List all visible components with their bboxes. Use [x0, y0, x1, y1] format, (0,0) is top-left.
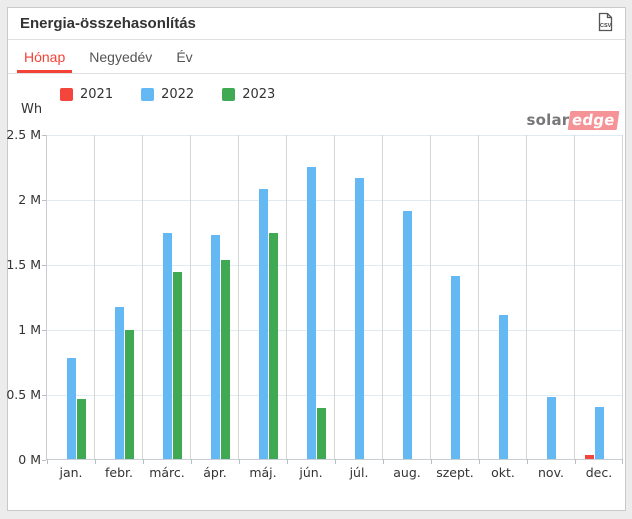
bar-2023-máj[interactable] — [268, 232, 278, 459]
column-grid-line — [286, 135, 287, 459]
tab-ev[interactable]: Év — [169, 40, 199, 73]
x-axis-tick — [95, 459, 96, 464]
bar-2022-jan[interactable] — [66, 357, 76, 459]
energy-comparison-card: Energia-összehasonlítás CSV Hónap Negyed… — [6, 7, 626, 511]
legend-item-2022[interactable]: 2022 — [141, 87, 194, 102]
y-axis-tick — [42, 135, 46, 136]
x-axis-label: aug. — [393, 465, 421, 480]
page-title: Energia-összehasonlítás — [20, 15, 196, 32]
x-axis-tick — [479, 459, 480, 464]
column-grid-line — [238, 135, 239, 459]
chart-region: 2021 2022 2023 Wh solar edge 0 M 0.5 M 1 M 1.5… — [6, 74, 625, 509]
column-grid-line — [430, 135, 431, 459]
column-grid-line — [622, 135, 623, 459]
x-axis-tick — [383, 459, 384, 464]
x-axis-tick — [47, 459, 48, 464]
y-axis-tick — [42, 200, 46, 201]
column-grid-line — [574, 135, 575, 459]
legend-swatch-2022 — [141, 88, 155, 101]
bar-2022-aug[interactable] — [402, 210, 412, 459]
chart-legend: 2021 2022 2023 — [60, 87, 303, 102]
x-axis-label: márc. — [149, 465, 185, 480]
bar-2022-márc[interactable] — [162, 232, 172, 459]
x-axis-label: jún. — [299, 465, 323, 480]
tab-negyedev-label: Negyedév — [89, 48, 153, 65]
y-axis-label: 0 M — [18, 452, 41, 467]
legend-item-2021[interactable]: 2021 — [60, 87, 113, 102]
x-axis-tick — [335, 459, 336, 464]
bar-2022-szept[interactable] — [450, 275, 460, 459]
x-axis-label: júl. — [349, 465, 369, 480]
csv-export-button[interactable]: CSV — [594, 12, 616, 35]
bar-2023-febr[interactable] — [124, 330, 134, 459]
solaredge-logo-solar: solar — [526, 111, 570, 129]
bar-2023-jan[interactable] — [76, 399, 86, 459]
x-axis-label: ápr. — [203, 465, 227, 480]
bar-2022-febr[interactable] — [114, 306, 124, 459]
legend-label-2022: 2022 — [161, 87, 195, 102]
x-axis-tick — [622, 459, 623, 464]
svg-text:CSV: CSV — [600, 23, 612, 29]
column-grid-line — [190, 135, 191, 459]
x-axis-label: dec. — [585, 465, 613, 480]
bar-2023-jún[interactable] — [316, 408, 326, 459]
x-axis-label: febr. — [105, 465, 133, 480]
solaredge-logo-edge: edge — [568, 111, 620, 130]
x-axis-tick — [527, 459, 528, 464]
legend-swatch-2021 — [60, 88, 73, 101]
column-grid-line — [94, 135, 95, 459]
bar-2023-ápr[interactable] — [220, 260, 230, 459]
x-axis-label: szept. — [436, 465, 474, 480]
bar-2023-márc[interactable] — [172, 271, 182, 459]
legend-label-2021: 2021 — [80, 87, 114, 102]
legend-swatch-2023 — [222, 88, 236, 101]
x-axis-label: nov. — [538, 465, 564, 480]
y-axis-tick — [42, 330, 46, 331]
bar-2022-jún[interactable] — [306, 166, 316, 459]
bar-2022-nov[interactable] — [546, 396, 556, 459]
x-axis-tick — [431, 459, 432, 464]
y-axis-tick — [42, 265, 46, 266]
tab-honap-label: Hónap — [24, 48, 66, 65]
bar-2021-dec[interactable] — [584, 455, 594, 459]
solaredge-logo: solar edge — [526, 111, 620, 130]
csv-file-icon: CSV — [597, 12, 614, 35]
bar-2022-okt[interactable] — [498, 314, 508, 459]
bar-2022-júl[interactable] — [354, 178, 364, 459]
x-axis-tick — [191, 459, 192, 464]
x-axis-label: máj. — [249, 465, 277, 480]
x-axis-tick — [575, 459, 576, 464]
y-axis-label: 2 M — [18, 192, 41, 207]
legend-item-2023[interactable]: 2023 — [222, 87, 275, 102]
plot-area: 0 M 0.5 M 1 M 1.5 M 2 M 2.5 M jan. febr. márc. áp… — [6, 128, 623, 480]
card-header: Energia-összehasonlítás CSV — [8, 8, 625, 40]
x-axis-tick — [239, 459, 240, 464]
bar-2022-dec[interactable] — [594, 407, 604, 459]
y-axis-label: 0.5 M — [6, 387, 41, 402]
y-axis-label: 1 M — [18, 322, 41, 337]
column-grid-line — [526, 135, 527, 459]
legend-label-2023: 2023 — [242, 87, 276, 102]
view-tabs: Hónap Negyedév Év — [8, 40, 625, 74]
tab-ev-label: Év — [176, 48, 193, 65]
column-grid-line — [142, 135, 143, 459]
y-axis-tick — [42, 460, 46, 461]
x-axis-label: jan. — [59, 465, 83, 480]
y-axis-tick — [42, 395, 46, 396]
column-grid-line — [334, 135, 335, 459]
y-axis-unit-label: Wh — [21, 102, 43, 117]
y-axis-label: 2.5 M — [6, 127, 41, 142]
bar-2022-máj[interactable] — [258, 188, 268, 459]
tab-honap[interactable]: Hónap — [17, 40, 73, 73]
y-axis-label: 1.5 M — [6, 257, 41, 272]
x-axis-label: okt. — [491, 465, 515, 480]
column-grid-line — [382, 135, 383, 459]
tab-negyedev[interactable]: Negyedév — [82, 40, 159, 73]
x-axis-tick — [143, 459, 144, 464]
column-grid-line — [478, 135, 479, 459]
x-axis-tick — [287, 459, 288, 464]
bar-2022-ápr[interactable] — [210, 235, 220, 459]
